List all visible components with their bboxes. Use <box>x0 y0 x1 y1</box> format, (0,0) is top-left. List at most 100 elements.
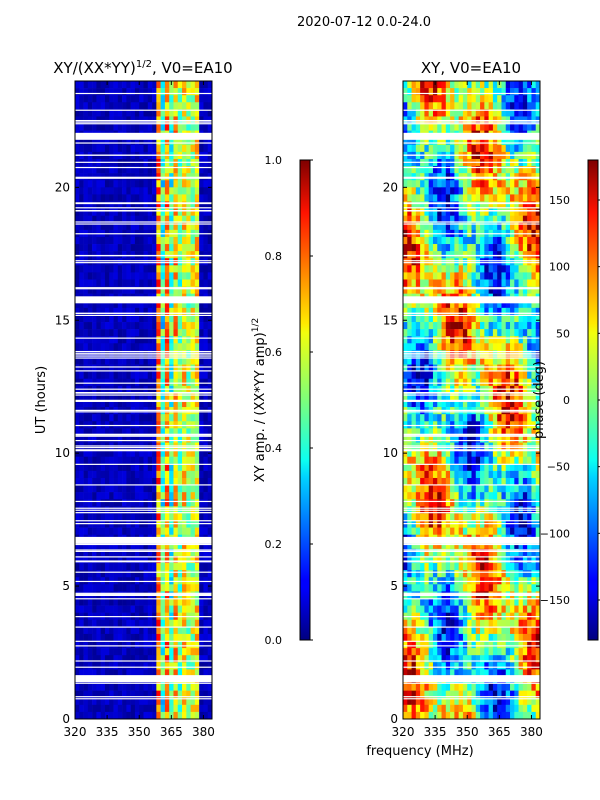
heatmap-cell <box>109 641 114 649</box>
heatmap-cell <box>207 584 212 592</box>
heatmap-cell <box>411 180 417 188</box>
heatmap-cell <box>104 258 110 266</box>
heatmap-cell <box>109 662 114 670</box>
heatmap-cell <box>104 123 110 131</box>
heatmap-cell <box>475 194 481 202</box>
heatmap-cell <box>411 499 417 507</box>
heatmap-cell <box>143 527 149 535</box>
heatmap-cell <box>403 492 408 500</box>
heatmap-cell <box>462 343 468 351</box>
heatmap-cell <box>510 392 515 401</box>
heatmap-cell <box>492 265 498 273</box>
heatmap-cell <box>475 222 481 231</box>
heatmap-cell <box>126 194 131 202</box>
heatmap-cell <box>488 215 494 224</box>
heatmap-cell <box>186 307 191 316</box>
heatmap-cell <box>92 513 97 521</box>
heatmap-cell <box>117 477 123 486</box>
heatmap-cell <box>186 570 191 578</box>
heatmap-cell <box>437 414 442 422</box>
heatmap-cell <box>147 364 153 372</box>
heatmap-cell <box>173 619 179 628</box>
heatmap-cell <box>83 690 89 699</box>
heatmap-cell <box>152 470 157 479</box>
heatmap-cell <box>415 499 421 507</box>
heatmap-cell <box>501 435 507 443</box>
heatmap-cell <box>424 123 429 131</box>
heatmap-cell <box>190 378 196 387</box>
heatmap-cell <box>164 414 170 422</box>
flagged-row <box>75 399 212 401</box>
heatmap-cell <box>109 307 114 316</box>
heatmap-cell <box>173 194 179 202</box>
heatmap-cell <box>96 322 101 330</box>
heatmap-cell <box>403 435 408 443</box>
heatmap-cell <box>462 435 468 443</box>
heatmap-cell <box>497 456 502 465</box>
heatmap-cell <box>139 499 144 507</box>
heatmap-cell <box>432 428 438 436</box>
heatmap-cell <box>445 265 451 273</box>
figure-suptitle: 2020-07-12 0.0-24.0 <box>297 15 431 30</box>
heatmap-cell <box>130 300 136 309</box>
heatmap-cell <box>437 449 442 458</box>
heatmap-cell <box>501 109 507 117</box>
heatmap-cell <box>147 662 153 670</box>
heatmap-cell <box>454 357 459 365</box>
heatmap-cell <box>420 322 425 330</box>
heatmap-cell <box>194 208 200 216</box>
heatmap-cell <box>445 477 451 486</box>
heatmap-cell <box>100 697 106 706</box>
heatmap-cell <box>484 499 489 507</box>
heatmap-cell <box>122 570 127 578</box>
heatmap-cell <box>407 144 412 153</box>
heatmap-cell <box>130 102 136 110</box>
heatmap-cell <box>484 414 489 422</box>
heatmap-cell <box>514 371 519 380</box>
heatmap-cell <box>199 563 204 571</box>
heatmap-cell <box>194 300 200 309</box>
heatmap-cell <box>505 258 511 266</box>
heatmap-cell <box>143 180 149 188</box>
heatmap-cell <box>411 314 417 323</box>
heatmap-cell <box>96 187 101 195</box>
heatmap-cell <box>160 463 166 472</box>
heatmap-cell <box>147 194 153 202</box>
heatmap-cell <box>450 222 455 231</box>
heatmap-cell <box>182 626 187 635</box>
heatmap-cell <box>156 258 161 266</box>
heatmap-cell <box>445 236 451 245</box>
heatmap-cell <box>527 322 532 330</box>
heatmap-cell <box>428 392 434 401</box>
heatmap-cell <box>186 563 191 571</box>
heatmap-cell <box>113 449 119 458</box>
heatmap-cell <box>92 435 97 443</box>
heatmap-cell <box>441 357 447 365</box>
heatmap-cell <box>113 194 119 202</box>
heatmap-cell <box>164 485 170 493</box>
heatmap-cell <box>87 371 93 380</box>
heatmap-cell <box>501 244 507 252</box>
heatmap-cell <box>109 584 114 592</box>
heatmap-cell <box>475 201 481 209</box>
heatmap-cell <box>169 378 174 387</box>
heatmap-cell <box>182 641 187 649</box>
heatmap-cell <box>126 244 131 252</box>
heatmap-cell <box>143 605 149 613</box>
heatmap-cell <box>79 236 84 245</box>
flagged-row <box>75 409 212 412</box>
heatmap-cell <box>122 633 127 642</box>
heatmap-cell <box>462 251 468 259</box>
heatmap-cell <box>109 137 114 146</box>
heatmap-cell <box>87 279 93 287</box>
heatmap-cell <box>130 314 136 323</box>
heatmap-cell <box>510 272 515 280</box>
heatmap-cell <box>437 272 442 280</box>
heatmap-cell <box>484 137 489 146</box>
heatmap-cell <box>207 605 212 613</box>
heatmap-cell <box>104 697 110 706</box>
heatmap-cell <box>143 109 149 117</box>
heatmap-cell <box>462 166 468 174</box>
heatmap-cell <box>75 109 80 117</box>
heatmap-cell <box>139 463 144 472</box>
